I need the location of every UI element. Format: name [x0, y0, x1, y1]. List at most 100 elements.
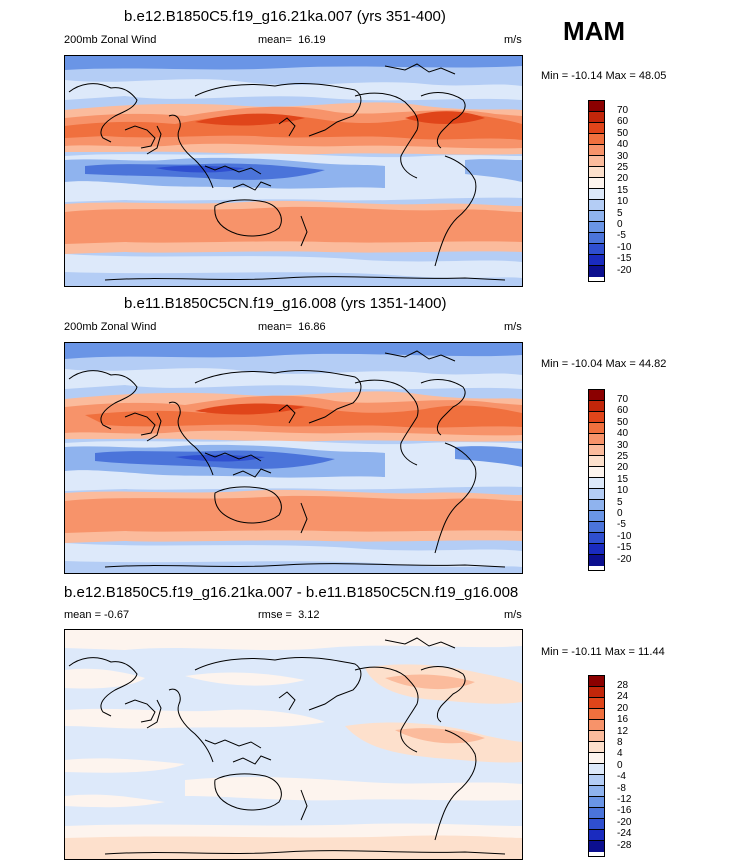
panel1-tick: 5: [617, 207, 623, 219]
panel2-swatch: [589, 555, 604, 566]
panel1-swatch: [589, 101, 604, 112]
panel1-tick: 70: [617, 105, 629, 116]
panel1-title: b.e12.B1850C5.f19_g16.21ka.007 (yrs 351-…: [124, 8, 446, 25]
panel3-units: m/s: [504, 609, 522, 621]
panel1-mean-label: mean= 16.19: [258, 34, 326, 46]
panel1-tick: 15: [617, 184, 629, 196]
panel1-tick: -5: [617, 230, 626, 242]
panel3-title: b.e12.B1850C5.f19_g16.21ka.007 - b.e11.B…: [64, 584, 519, 601]
panel1-mean-text: mean=: [258, 34, 292, 46]
panel2-tick: 25: [617, 451, 629, 462]
panel2-swatch: [589, 456, 604, 467]
panel3-tick: -4: [617, 771, 626, 783]
panel3-tick: -16: [617, 805, 632, 817]
panel3-tick: 12: [617, 725, 629, 737]
panel1-tick: -15: [617, 253, 632, 265]
panel3-tick: -8: [617, 782, 626, 794]
panel2-tick: 15: [617, 473, 629, 485]
panel2-map: [64, 342, 523, 574]
panel2-colorbar: [588, 389, 605, 571]
panel1-swatch: [589, 156, 604, 167]
panel2-swatch: [589, 500, 604, 511]
panel2-tick: -10: [617, 530, 632, 542]
panel1-minmax: Min = -10.14 Max = 48.05: [541, 70, 667, 82]
panel2-tick: 60: [617, 405, 629, 417]
panel1-tick: 25: [617, 162, 629, 173]
panel1-swatch: [589, 178, 604, 189]
panel1-swatch: [589, 145, 604, 156]
panel3-swatch: [589, 764, 604, 775]
panel2-swatch: [589, 522, 604, 533]
panel2-tick: 50: [617, 416, 629, 428]
panel3-swatch: [589, 720, 604, 731]
panel2-tick: 5: [617, 496, 623, 508]
panel2-tick: 10: [617, 485, 629, 497]
panel1-swatch: [589, 200, 604, 211]
panel1-tick: -10: [617, 241, 632, 253]
panel2-mean-value: 16.86: [298, 321, 326, 333]
panel2-mean-label: mean= 16.86: [258, 321, 326, 333]
panel1-swatch: [589, 266, 604, 277]
panel3-rmse-text: rmse =: [258, 609, 292, 621]
panel2-minmax: Min = -10.04 Max = 44.82: [541, 358, 667, 370]
panel3-tick: 8: [617, 737, 623, 748]
panel3-tick: 4: [617, 748, 623, 760]
panel2-swatch: [589, 489, 604, 500]
panel2-map-field: [65, 343, 522, 573]
panel3-swatch: [589, 676, 604, 687]
panel3-swatch: [589, 830, 604, 841]
panel3-swatch: [589, 742, 604, 753]
panel3-colorbar: [588, 675, 605, 857]
panel3-swatch: [589, 841, 604, 852]
panel3-swatch: [589, 775, 604, 786]
panel3-tick: 28: [617, 680, 629, 691]
panel3-tick: -12: [617, 794, 632, 805]
panel2-swatch: [589, 434, 604, 445]
panel3-swatch: [589, 786, 604, 797]
panel2-swatch: [589, 544, 604, 555]
panel2-tick: -15: [617, 542, 632, 554]
panel3-minmax: Min = -10.11 Max = 11.44: [541, 646, 665, 658]
panel2-swatch: [589, 511, 604, 522]
panel3-swatch: [589, 698, 604, 709]
panel3-tick: 0: [617, 759, 623, 771]
panel3-rmse-label: rmse = 3.12: [258, 609, 319, 621]
panel3-tick: 24: [617, 691, 629, 703]
panel2-tick: -20: [617, 553, 632, 565]
panel2-tick: 20: [617, 462, 629, 474]
season-label: MAM: [563, 16, 626, 46]
panel2-tick: 40: [617, 428, 629, 440]
panel3-map-field: [65, 630, 522, 859]
panel3-tick: 20: [617, 702, 629, 714]
panel1-swatch: [589, 233, 604, 244]
panel2-title: b.e11.B1850C5CN.f19_g16.008 (yrs 1351-14…: [124, 295, 447, 312]
panel1-swatch: [589, 255, 604, 266]
panel1-variable-label: 200mb Zonal Wind: [64, 34, 157, 46]
panel1-swatch: [589, 112, 604, 123]
panel1-tick: 0: [617, 219, 623, 230]
panel2-tick: 0: [617, 508, 623, 519]
panel1-tick: -20: [617, 264, 632, 276]
panel1-colorbar: [588, 100, 605, 282]
panel3-swatch: [589, 687, 604, 698]
panel1-mean-value: 16.19: [298, 34, 326, 46]
panel2-swatch: [589, 401, 604, 412]
panel3-tick: -20: [617, 816, 632, 828]
panel2-variable-label: 200mb Zonal Wind: [64, 321, 157, 333]
panel2-swatch: [589, 445, 604, 456]
panel3-rmse-value: 3.12: [298, 609, 320, 621]
panel1-map-field: [65, 56, 522, 286]
panel2-units: m/s: [504, 321, 522, 333]
panel2-swatch: [589, 533, 604, 544]
panel2-swatch: [589, 478, 604, 489]
panel2-tick: 70: [617, 394, 629, 405]
panel1-tick: 50: [617, 127, 629, 139]
panel2-mean-text: mean=: [258, 321, 292, 333]
panel2-swatch: [589, 423, 604, 434]
panel3-swatch: [589, 808, 604, 819]
panel1-swatch: [589, 123, 604, 134]
panel1-swatch: [589, 134, 604, 145]
panel3-map: [64, 629, 523, 860]
panel2-tick: 30: [617, 439, 629, 451]
panel3-tick: -28: [617, 839, 632, 851]
